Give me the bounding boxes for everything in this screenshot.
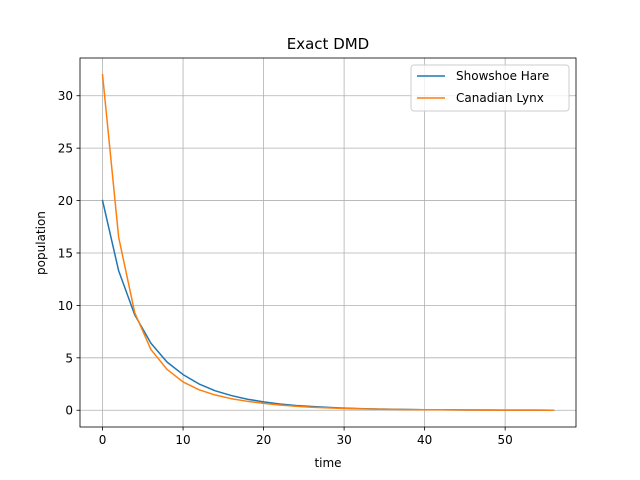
y-axis-label: population — [34, 211, 48, 275]
x-axis-label: time — [314, 456, 341, 470]
legend-label-canadian-lynx: Canadian Lynx — [456, 91, 544, 105]
x-tick-label: 10 — [175, 433, 190, 447]
y-axis: 0 5 10 15 20 25 30 — [58, 89, 80, 418]
y-tick-label: 15 — [58, 246, 73, 260]
grid — [80, 58, 576, 427]
x-tick-label: 0 — [99, 433, 107, 447]
x-tick-label: 40 — [417, 433, 432, 447]
y-tick-label: 0 — [65, 404, 73, 418]
y-tick-label: 5 — [65, 351, 73, 365]
legend-label-showshoe-hare: Showshoe Hare — [456, 69, 549, 83]
x-tick-label: 30 — [336, 433, 351, 447]
x-tick-label: 50 — [498, 433, 513, 447]
y-tick-label: 25 — [58, 142, 73, 156]
x-tick-label: 20 — [256, 433, 271, 447]
y-tick-label: 10 — [58, 299, 73, 313]
y-tick-label: 20 — [58, 194, 73, 208]
y-tick-label: 30 — [58, 89, 73, 103]
plot-frame — [79, 57, 577, 428]
legend-box — [410, 64, 570, 112]
series-line-canadian-lynx — [101, 73, 555, 411]
x-axis: 0 10 20 30 40 50 — [99, 427, 513, 447]
chart-title: Exact DMD — [287, 35, 370, 53]
series-lines — [101, 73, 555, 411]
legend: Showshoe Hare Canadian Lynx — [410, 64, 570, 112]
